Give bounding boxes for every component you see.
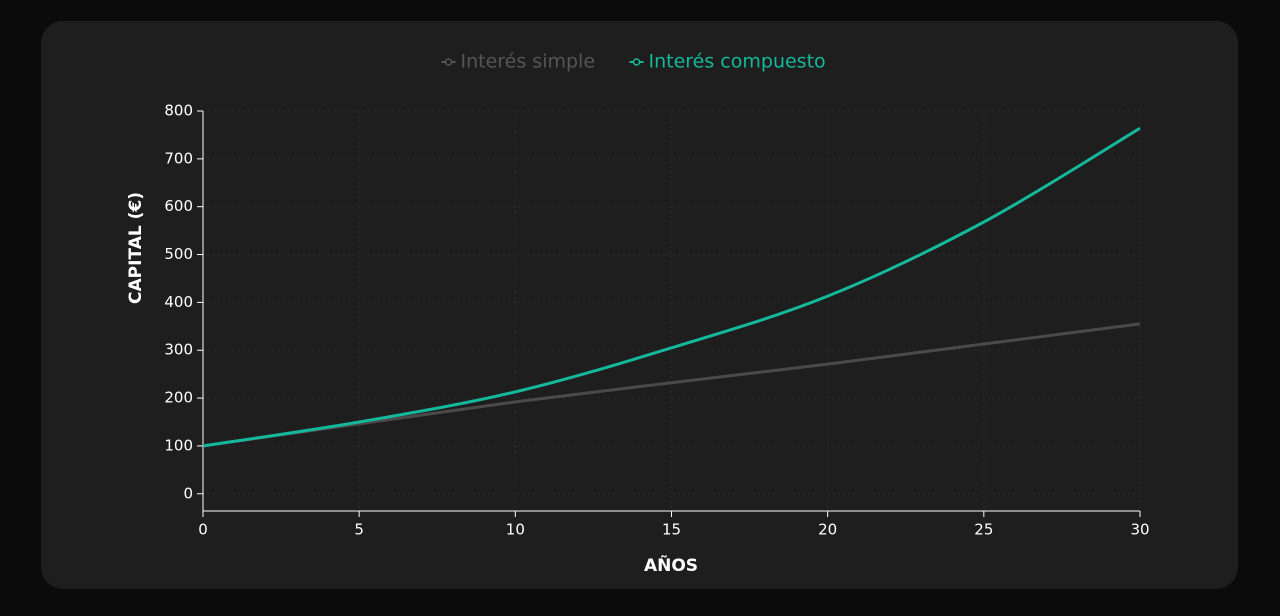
y-tick-label: 100	[164, 436, 193, 454]
x-axis-title: AÑOS	[644, 553, 698, 576]
y-tick-label: 400	[164, 293, 193, 311]
y-tick-label: 600	[164, 197, 193, 215]
y-tick-label: 700	[164, 149, 193, 167]
y-tick-label: 300	[164, 341, 193, 359]
x-tick-label: 0	[198, 521, 208, 539]
x-tick-label: 10	[506, 521, 525, 539]
legend-symbol	[444, 58, 453, 66]
x-tick-label: 25	[974, 521, 993, 539]
y-tick-label: 800	[164, 102, 193, 120]
y-tick-label: 200	[164, 389, 193, 407]
x-tick-label: 30	[1130, 521, 1149, 539]
y-axis-title: CAPITAL (€)	[126, 192, 146, 304]
series-line	[202, 126, 1141, 448]
legend-symbol	[632, 58, 641, 66]
legend-label[interactable]: Interés simple	[461, 51, 596, 73]
x-tick-label: 20	[818, 521, 837, 539]
x-tick-label: 5	[354, 521, 364, 539]
legend-label[interactable]: Interés compuesto	[649, 51, 826, 73]
card	[41, 21, 1238, 589]
x-tick-label: 15	[662, 521, 681, 539]
series-line	[202, 322, 1141, 448]
y-tick-label: 500	[164, 245, 193, 263]
y-tick-label: 0	[183, 484, 193, 502]
